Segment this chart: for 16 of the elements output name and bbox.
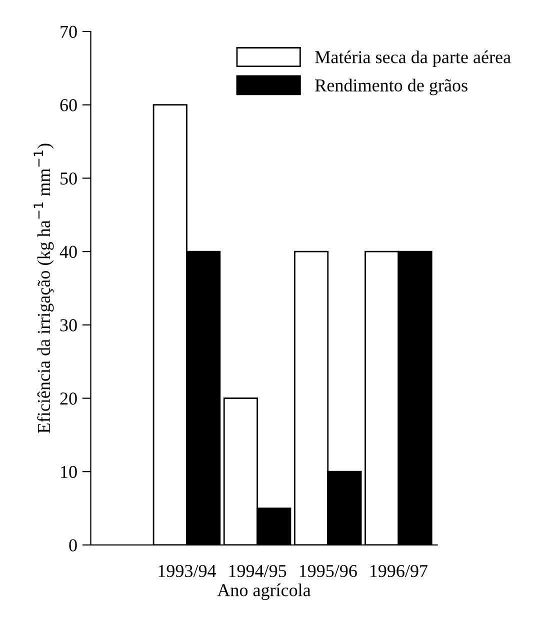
x-tick-label: 1994/95 — [229, 564, 286, 578]
legend-label: Matéria seca da parte aérea — [315, 50, 511, 67]
y-tick-label: 0 — [69, 539, 77, 552]
y-axis-title: Eficiência da irrigação (kg ha$^{−1}$ mm$^{−1}$) — [34, 144, 54, 434]
legend-label: Rendimento de grãos — [315, 78, 468, 96]
x-axis-title: Ano agrícola — [217, 584, 311, 600]
x-tick-label: 1996/97 — [370, 564, 428, 578]
x-tick-label: 1993/94 — [158, 564, 216, 578]
x-tick-label: 1995/96 — [300, 564, 357, 578]
y-tick-label: 60 — [60, 99, 77, 112]
y-tick-label: 30 — [60, 319, 77, 332]
y-tick-label: 10 — [61, 466, 77, 478]
y-tick-label: 20 — [60, 392, 77, 405]
y-tick-label: 40 — [60, 246, 77, 258]
y-tick-label: 50 — [60, 172, 77, 185]
y-tick-label: 70 — [60, 26, 77, 38]
